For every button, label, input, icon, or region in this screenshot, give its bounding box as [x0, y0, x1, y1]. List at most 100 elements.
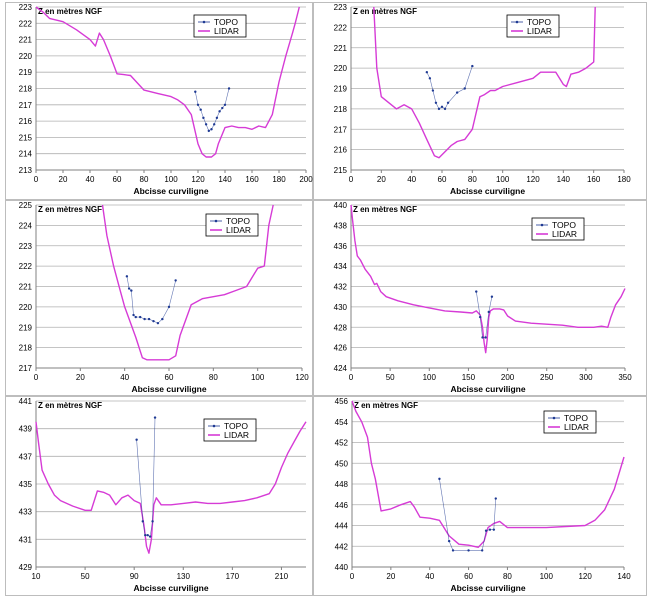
topo-point [204, 123, 208, 126]
x-tick-label: 250 [540, 373, 554, 382]
x-axis-title: Abcisse curviligne [450, 583, 525, 593]
x-tick-label: 50 [81, 572, 90, 581]
y-tick-label: 220 [334, 64, 348, 73]
chart-svg: 217 218 219 220 221 222 223 224 225 0 20 40 60 80 100 1… [19, 201, 310, 394]
x-tick-label: 180 [272, 175, 286, 184]
topo-point [440, 105, 444, 109]
x-tick-label: 120 [526, 175, 540, 184]
y-tick-label: 456 [335, 397, 349, 406]
x-tick-label: 60 [113, 175, 122, 184]
y-axis-title: Z en mètres NGF [354, 401, 418, 410]
chart-svg: 429 431 433 435 437 439 441 10 50 90 130 170 210 Z en… [19, 397, 307, 593]
x-tick-label: 0 [34, 175, 39, 184]
x-tick-label: 0 [34, 373, 39, 382]
x-tick-label: 40 [425, 572, 434, 581]
y-tick-label: 214 [19, 150, 33, 159]
topo-point [455, 91, 459, 94]
x-tick-label: 160 [245, 175, 259, 184]
x-tick-label: 140 [617, 572, 631, 581]
topo-point [148, 535, 152, 538]
x-axis-title: Abcisse curviligne [450, 384, 525, 394]
y-tick-label: 222 [334, 23, 348, 32]
x-tick-label: 60 [464, 572, 473, 581]
topo-point [196, 103, 200, 107]
y-tick-label: 440 [334, 201, 348, 210]
x-axis-title: Abcisse curviligne [133, 186, 208, 196]
y-tick-label: 218 [19, 344, 33, 353]
x-tick-label: 140 [218, 175, 232, 184]
y-tick-label: 218 [334, 105, 348, 114]
topo-point [428, 77, 432, 80]
x-tick-label: 100 [251, 373, 265, 382]
topo-point [221, 106, 224, 110]
topo-point [215, 116, 219, 120]
y-tick-label: 448 [335, 480, 349, 489]
lidar-series-line [101, 204, 274, 361]
y-tick-label: 215 [19, 133, 33, 142]
x-tick-label: 100 [540, 572, 554, 581]
y-tick-label: 424 [334, 364, 348, 373]
y-tick-label: 217 [334, 125, 348, 134]
topo-point [425, 71, 429, 74]
y-tick-label: 220 [19, 52, 33, 61]
topo-point [147, 317, 151, 321]
x-tick-label: 210 [275, 572, 289, 581]
y-tick-label: 436 [334, 242, 348, 251]
x-tick-label: 40 [86, 175, 95, 184]
y-tick-label: 215 [334, 166, 348, 175]
lidar-series-line [35, 421, 307, 554]
y-tick-label: 440 [335, 563, 349, 572]
chart-panel-1: 213 214 215 216 217 218 219 220 221 222 223 0 20 40 60… [5, 2, 313, 200]
chart-panel-4: 424 426 428 430 432 434 436 438 440 0 50 100 150 200 2… [313, 200, 647, 396]
y-tick-label: 224 [19, 221, 33, 230]
y-tick-label: 434 [334, 262, 348, 271]
y-tick-label: 428 [334, 323, 348, 332]
topo-point [463, 87, 466, 90]
y-tick-label: 431 [19, 535, 33, 544]
topo-point [484, 529, 488, 532]
topo-point [151, 520, 154, 523]
topo-point [143, 317, 146, 321]
legend-lidar-label: LIDAR [226, 225, 251, 235]
topo-point [146, 533, 149, 537]
topo-point [144, 533, 147, 537]
legend-lidar-label: LIDAR [224, 430, 249, 440]
topo-point [467, 549, 470, 552]
x-tick-label: 300 [579, 373, 593, 382]
y-tick-label: 223 [19, 242, 33, 251]
legend-topo-marker [515, 20, 519, 24]
lidar-series-line [373, 6, 596, 159]
topo-series-line [476, 291, 493, 338]
y-tick-label: 217 [19, 364, 33, 373]
chart-panel-6: 440 442 444 446 448 450 452 454 456 0 20 40 60 80 100 1… [313, 396, 647, 596]
topo-point [194, 90, 197, 93]
topo-point [153, 416, 157, 419]
topo-point [451, 549, 455, 552]
topo-point [218, 110, 221, 113]
topo-point [141, 520, 144, 523]
topo-point [127, 287, 131, 290]
y-tick-label: 219 [334, 85, 348, 94]
legend-lidar-label: LIDAR [552, 229, 577, 239]
topo-point [437, 107, 441, 111]
x-tick-label: 160 [587, 175, 601, 184]
x-tick-label: 90 [130, 572, 139, 581]
topo-point [134, 315, 137, 319]
y-axis-title: Z en mètres NGF [353, 7, 417, 16]
legend-lidar-label: LIDAR [527, 26, 552, 36]
x-tick-label: 60 [438, 175, 447, 184]
x-tick-label: 100 [423, 373, 437, 382]
y-tick-label: 441 [19, 397, 33, 406]
topo-point [202, 116, 205, 120]
y-tick-label: 221 [19, 283, 33, 292]
topo-point [488, 528, 492, 531]
y-tick-label: 438 [334, 221, 348, 230]
y-tick-label: 439 [19, 425, 33, 434]
topo-series-line [439, 478, 497, 551]
x-tick-label: 200 [501, 373, 515, 382]
topo-point [438, 477, 441, 481]
y-tick-label: 430 [334, 303, 348, 312]
topo-point [210, 128, 213, 131]
